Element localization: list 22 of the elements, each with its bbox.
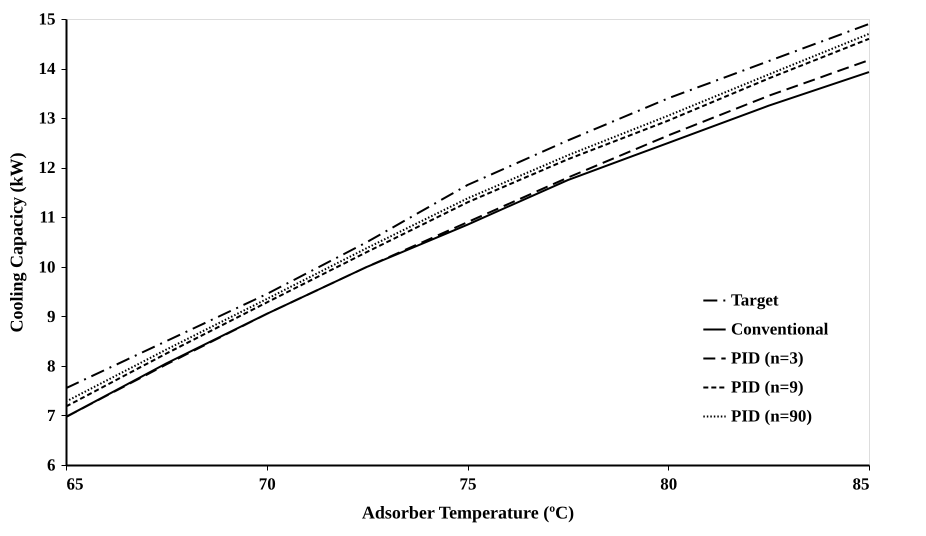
legend-label: Conventional: [731, 320, 829, 338]
y-tick-label: 12: [38, 158, 56, 178]
y-tick-label: 14: [38, 59, 56, 78]
y-tick-label: 10: [38, 257, 56, 276]
x-tick-label: 85: [852, 474, 870, 494]
x-tick-label: 70: [258, 474, 276, 494]
legend-label: PID (n=3): [731, 348, 804, 368]
y-tick-label: 11: [39, 208, 56, 227]
y-tick-label: 7: [47, 406, 56, 425]
y-tick-label: 8: [47, 356, 56, 376]
y-tick-label: 13: [38, 108, 56, 128]
x-tick-label: 65: [66, 474, 84, 494]
y-tick-label: 15: [38, 10, 56, 28]
x-axis-title: Adsorber Temperature (ºC): [362, 502, 574, 522]
y-tick-label: 9: [47, 306, 56, 326]
legend-label: PID (n=9): [731, 378, 804, 396]
legend-label: PID (n=90): [731, 406, 812, 426]
y-tick-label: 6: [47, 456, 56, 474]
x-tick-label: 75: [460, 474, 476, 494]
x-tick-label: 80: [660, 474, 678, 494]
y-axis-title: Cooling Capacicy (kW): [6, 152, 26, 332]
legend-label: Target: [731, 290, 779, 310]
